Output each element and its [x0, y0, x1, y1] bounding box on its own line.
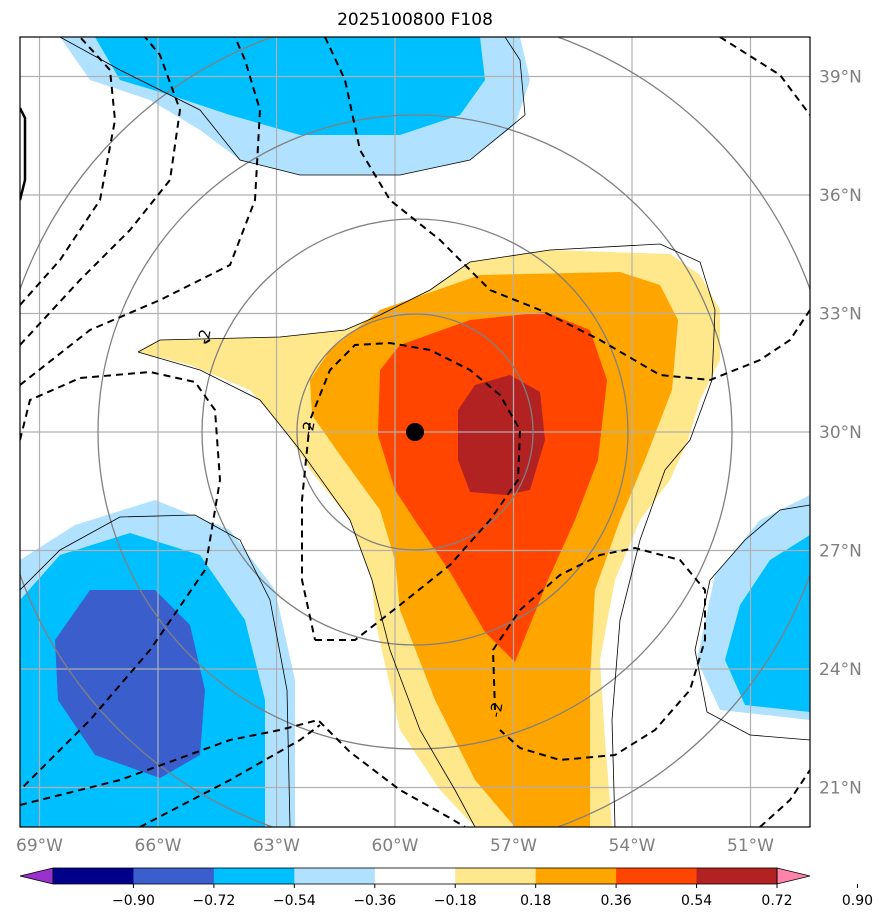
- colorbar-tick-label: 0.36: [601, 893, 632, 909]
- colorbar-tick-label: −0.36: [353, 893, 396, 909]
- colorbar-outline: [52, 867, 778, 885]
- lon-label-57w: 57°W: [490, 836, 537, 856]
- storm-center-marker: [406, 423, 424, 441]
- colorbar-segment: [374, 868, 456, 884]
- colorbar-tick-label: 0.90: [842, 893, 873, 909]
- colorbar-segment: [616, 868, 698, 884]
- map-area: -2 -2 -2: [20, 37, 810, 827]
- lat-label-36n: 36°N: [819, 186, 862, 206]
- thin-contours: [20, 37, 810, 827]
- contour-label-south: -2: [486, 701, 506, 719]
- colorbar-tick-label: −0.18: [434, 893, 477, 909]
- lat-label-27n: 27°N: [819, 542, 862, 562]
- lon-label-63w: 63°W: [253, 836, 300, 856]
- colorbar-segment: [213, 868, 295, 884]
- lon-axis-labels: 69°W 66°W 63°W 60°W 57°W 54°W 51°W: [16, 836, 774, 856]
- colorbar-segment: [455, 868, 537, 884]
- colorbar-tick-label: −0.72: [192, 893, 235, 909]
- lat-label-39n: 39°N: [819, 68, 862, 88]
- lat-label-21n: 21°N: [819, 779, 862, 799]
- colorbar-extend-min: [19, 867, 54, 885]
- negative-anomaly-southwest: [20, 500, 295, 827]
- dashed-contours: [20, 37, 810, 827]
- colorbar-segment: [53, 868, 134, 884]
- lon-label-51w: 51°W: [727, 836, 774, 856]
- contour-label-center: -2: [298, 420, 318, 438]
- negative-anomaly-top: [60, 37, 530, 175]
- colorbar-extend-max: [776, 867, 811, 885]
- map-title: 2025100800 F108: [337, 10, 493, 30]
- lat-label-30n: 30°N: [819, 423, 862, 443]
- colorbar-tick-label: −0.54: [273, 893, 316, 909]
- colorbar-segment: [696, 868, 778, 884]
- negative-anomaly-east: [697, 495, 810, 720]
- lon-label-69w: 69°W: [16, 836, 63, 856]
- lon-label-54w: 54°W: [609, 836, 656, 856]
- colorbar-tick-label: 0.18: [520, 893, 551, 909]
- lat-label-24n: 24°N: [819, 660, 862, 680]
- colorbar-segment: [535, 868, 617, 884]
- colorbar-tick-label: 0.72: [761, 893, 792, 909]
- solid-contour-edge: [20, 107, 27, 201]
- lon-label-66w: 66°W: [135, 836, 182, 856]
- colorbar-segment: [294, 868, 376, 884]
- lon-label-60w: 60°W: [372, 836, 419, 856]
- positive-anomaly: [138, 250, 720, 827]
- colorbar-segment: [133, 868, 215, 884]
- colorbar-tick-label: 0.54: [681, 893, 712, 909]
- map-frame: [19, 36, 811, 828]
- colorbar: −0.90 −0.72 −0.54 −0.36 −0.18 0.18 0.36 0.54 0.7…: [19, 867, 873, 909]
- colorbar-tick-label: −0.90: [112, 893, 155, 909]
- lat-axis-labels: 39°N 36°N 33°N 30°N 27°N 24°N 21°N: [819, 68, 862, 799]
- lat-label-33n: 33°N: [819, 305, 862, 325]
- contour-label-northwest: -2: [194, 328, 214, 346]
